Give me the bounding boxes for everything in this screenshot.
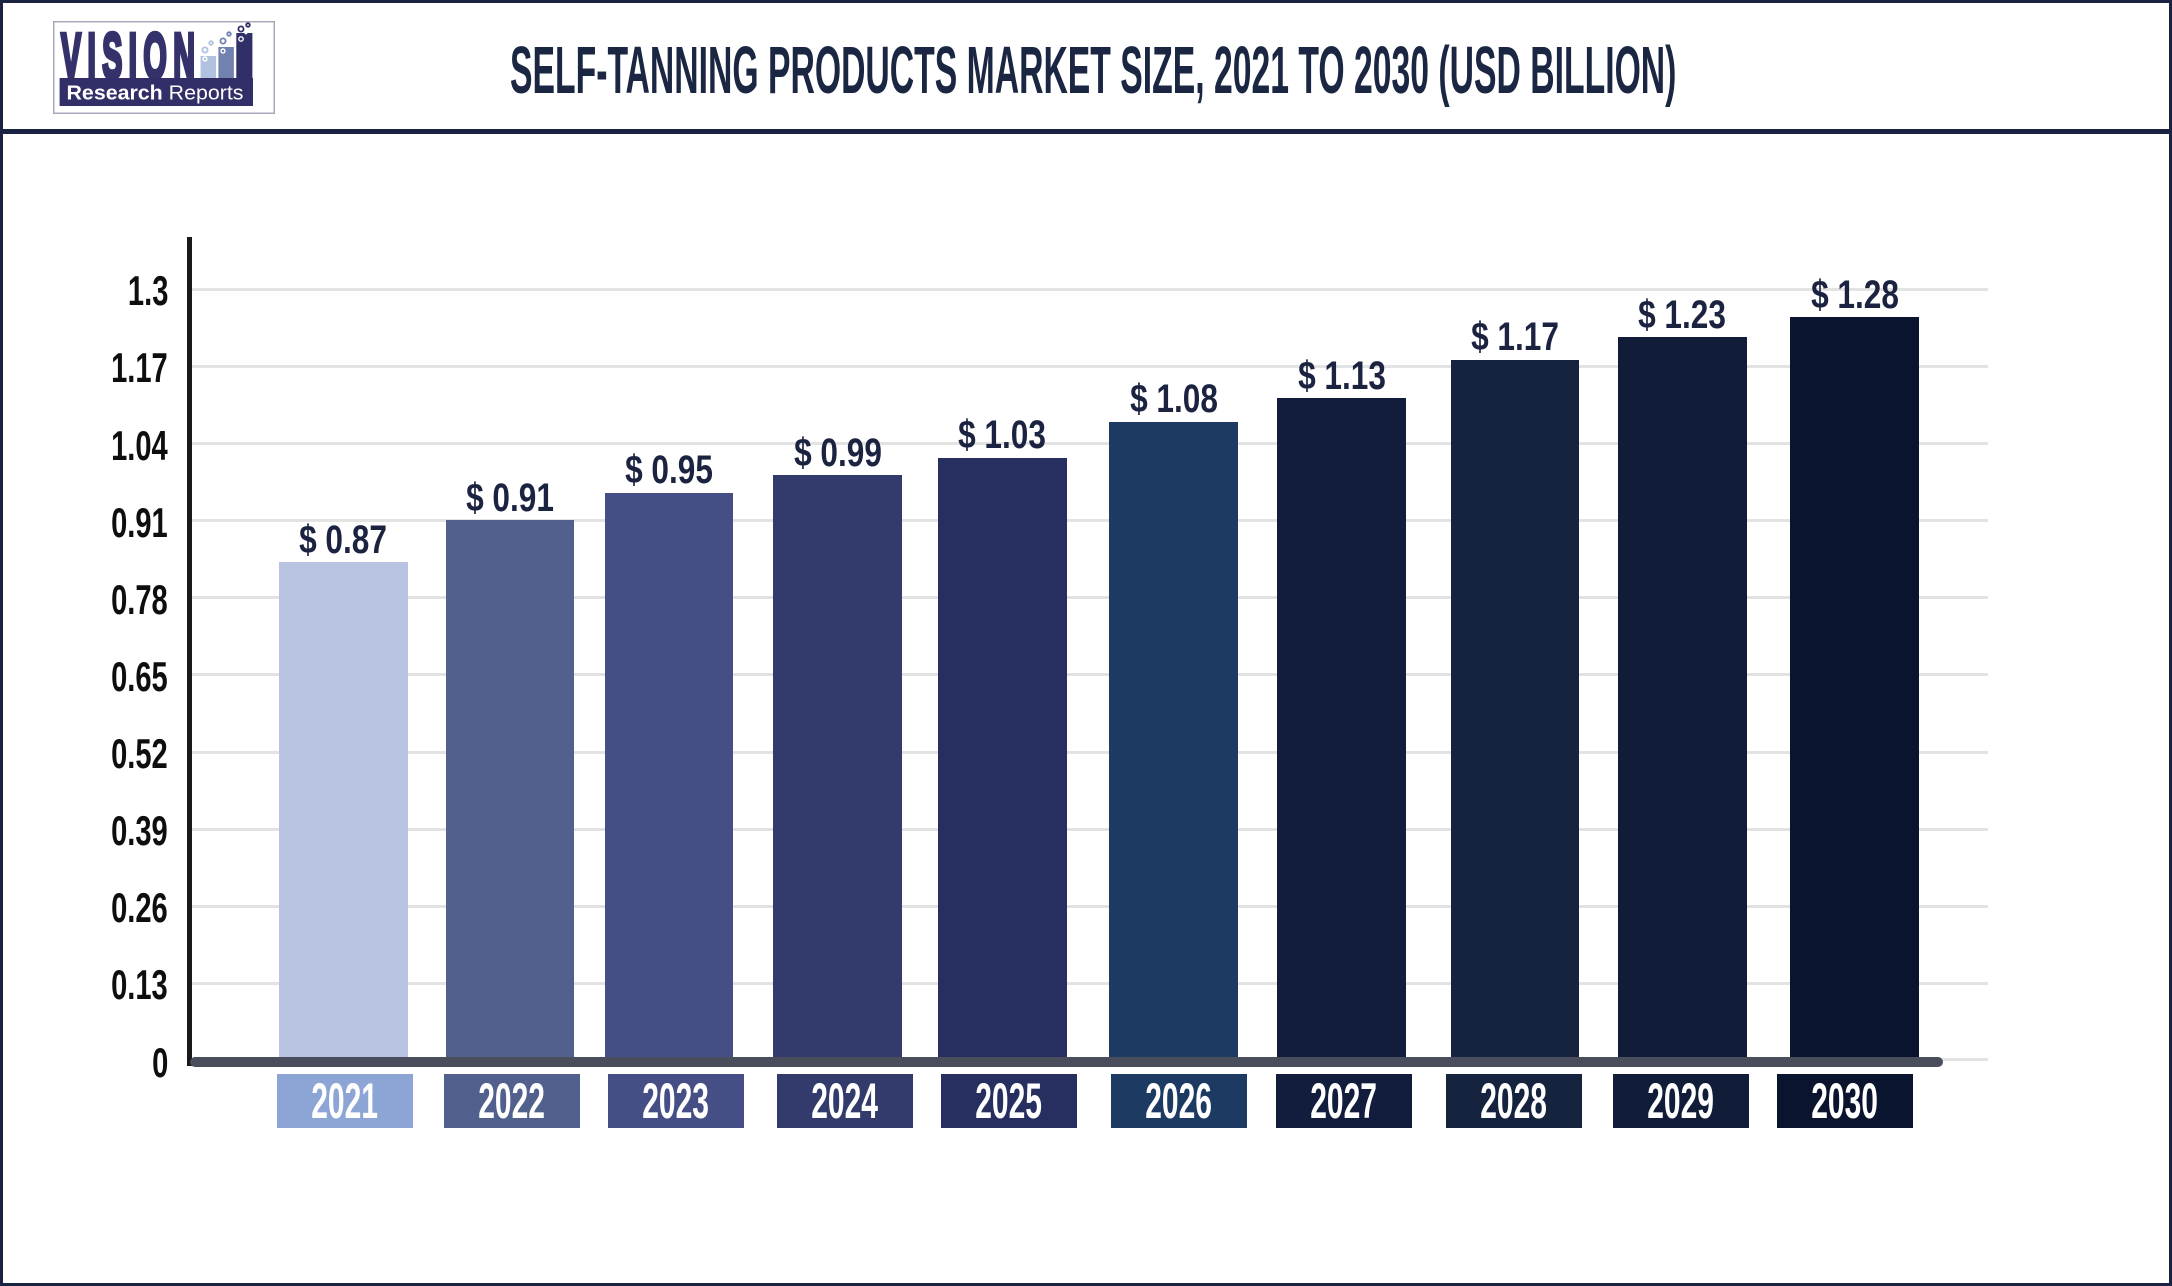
svg-text:Research Reports: Research Reports — [67, 83, 244, 105]
